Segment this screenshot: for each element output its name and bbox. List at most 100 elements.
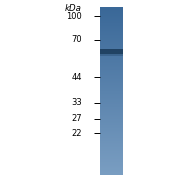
Bar — [100, 141, 123, 142]
Bar — [106, 49, 107, 54]
Bar — [100, 73, 123, 74]
Bar — [100, 52, 123, 53]
Bar — [100, 138, 123, 139]
Bar — [100, 104, 123, 105]
Bar — [100, 70, 123, 71]
Bar — [102, 49, 103, 54]
Bar — [100, 81, 123, 82]
Bar — [100, 118, 123, 119]
Bar — [100, 45, 123, 46]
Bar — [100, 54, 123, 55]
Bar — [100, 87, 123, 88]
Bar — [100, 149, 123, 150]
Bar — [100, 63, 123, 64]
Bar — [100, 106, 123, 107]
Bar — [100, 28, 123, 29]
Bar — [100, 131, 123, 132]
Bar — [113, 49, 114, 54]
Bar — [100, 100, 123, 102]
Bar — [100, 54, 101, 56]
Bar — [100, 91, 123, 92]
Bar — [100, 66, 123, 67]
Bar — [100, 43, 123, 44]
Bar — [100, 74, 123, 75]
Bar — [100, 35, 123, 36]
Bar — [100, 21, 123, 22]
Bar — [100, 55, 123, 56]
Bar — [100, 120, 123, 122]
Bar — [100, 155, 123, 156]
Bar — [115, 49, 116, 54]
Bar — [101, 54, 102, 56]
Bar — [100, 137, 123, 138]
Bar — [100, 37, 123, 38]
Bar — [100, 50, 123, 51]
Bar — [105, 54, 106, 56]
Bar — [100, 24, 123, 25]
Bar — [100, 68, 123, 69]
Bar — [100, 12, 123, 13]
Bar — [100, 33, 123, 34]
Bar — [100, 135, 123, 136]
Bar — [113, 54, 114, 56]
Bar — [100, 57, 123, 58]
Bar — [100, 82, 123, 83]
Bar — [100, 80, 123, 81]
Bar — [109, 54, 110, 56]
Bar — [100, 104, 123, 105]
Bar — [100, 116, 123, 117]
Bar — [109, 49, 110, 54]
Bar — [100, 56, 123, 57]
Bar — [112, 54, 113, 56]
Bar — [100, 42, 123, 43]
Bar — [100, 87, 123, 89]
Bar — [100, 163, 123, 164]
Bar — [100, 164, 123, 165]
Bar — [100, 89, 123, 90]
Bar — [100, 35, 123, 36]
Bar — [100, 22, 123, 23]
Bar — [100, 64, 123, 65]
Bar — [100, 81, 123, 82]
Bar — [100, 132, 123, 133]
Bar — [100, 150, 123, 151]
Bar — [100, 47, 123, 48]
Bar — [100, 53, 123, 55]
Bar — [107, 54, 108, 56]
Bar — [100, 151, 123, 152]
Bar — [115, 54, 116, 56]
Bar — [100, 56, 123, 57]
Bar — [100, 34, 123, 35]
Bar — [100, 172, 123, 173]
Bar — [100, 86, 123, 87]
Bar — [104, 49, 105, 54]
Bar — [110, 49, 111, 54]
Bar — [100, 132, 123, 133]
Bar — [100, 156, 123, 157]
Bar — [100, 159, 123, 160]
Bar — [100, 122, 123, 123]
Bar — [112, 49, 113, 54]
Bar — [100, 11, 123, 12]
Bar — [118, 49, 119, 54]
Bar — [101, 49, 102, 54]
Bar — [100, 23, 123, 24]
Bar — [100, 61, 123, 62]
Bar — [100, 134, 123, 136]
Bar — [100, 62, 123, 63]
Bar — [100, 13, 123, 14]
Bar — [100, 140, 123, 141]
Bar — [100, 85, 123, 86]
Bar — [100, 85, 123, 86]
Bar — [100, 130, 123, 131]
Bar — [100, 107, 123, 108]
Bar — [100, 60, 123, 61]
Bar — [100, 31, 123, 32]
Bar — [100, 44, 123, 45]
Bar — [100, 40, 123, 41]
Bar — [106, 54, 107, 56]
Bar — [100, 130, 123, 132]
Bar — [100, 65, 123, 66]
Bar — [100, 36, 123, 37]
Bar — [104, 54, 105, 56]
